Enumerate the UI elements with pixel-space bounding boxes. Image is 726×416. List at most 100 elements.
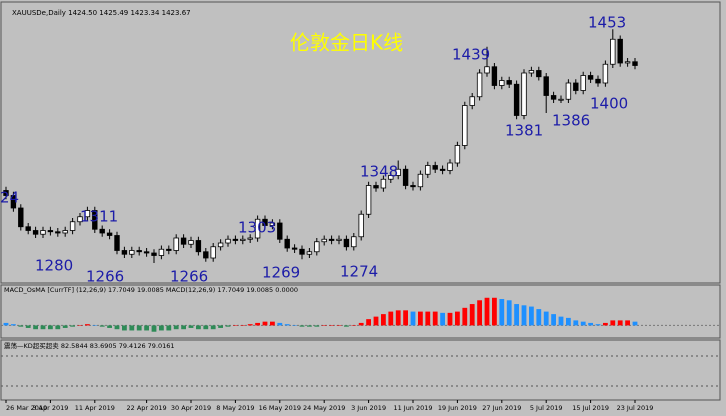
- macd-bar: [625, 320, 630, 326]
- macd-label: MACD_OsMA [CurrTF] (12,26,9) 17.7049 19.…: [4, 286, 298, 294]
- candle-body: [136, 250, 142, 253]
- macd-bar: [144, 325, 149, 331]
- chart-title: 伦敦金日K线: [290, 31, 403, 55]
- macd-bar: [381, 314, 386, 326]
- candle-body: [69, 221, 76, 231]
- macd-bar: [432, 311, 438, 326]
- candle-body: [188, 240, 194, 245]
- macd-bar: [255, 322, 260, 326]
- price-annotation: 1348: [360, 163, 398, 181]
- macd-bar: [418, 311, 423, 326]
- macd-bar: [225, 325, 231, 327]
- candle-body: [506, 80, 512, 85]
- macd-bar: [25, 325, 31, 328]
- candle-body: [151, 252, 157, 256]
- macd-bar: [62, 325, 68, 328]
- candle-body: [521, 72, 527, 116]
- price-annotation: 1386: [552, 112, 590, 130]
- candle-body: [55, 231, 61, 234]
- candle-body: [328, 238, 335, 241]
- candle-body: [314, 241, 320, 253]
- macd-bar: [107, 325, 112, 328]
- macd-bar: [492, 297, 497, 326]
- candle-body: [513, 83, 520, 116]
- candle-body: [18, 207, 24, 228]
- macd-bar: [329, 325, 334, 326]
- candle-body: [388, 175, 394, 180]
- candle-body: [269, 222, 276, 226]
- macd-bar: [181, 325, 186, 330]
- candle-body: [99, 228, 105, 234]
- price-annotation: 1266: [170, 268, 208, 286]
- macd-bar: [358, 322, 364, 326]
- candle-body: [121, 250, 128, 255]
- kd-label: 震荡—KD超买超卖 82.5844 83.6905 79.4126 79.016…: [4, 341, 175, 350]
- macd-bar: [77, 325, 83, 326]
- macd-panel: [0, 284, 721, 339]
- candle-body: [365, 185, 372, 215]
- macd-bar: [284, 324, 290, 326]
- macd-bar: [299, 325, 305, 327]
- candle-body: [106, 232, 113, 236]
- macd-bar: [521, 305, 527, 326]
- candle-body: [602, 63, 609, 84]
- candle-body: [143, 251, 150, 254]
- candle-body: [254, 218, 261, 239]
- price-annotation: 1303: [238, 219, 276, 237]
- macd-bar: [85, 324, 90, 326]
- macd-bar: [210, 325, 216, 330]
- macd-bar: [632, 321, 638, 326]
- macd-bar: [536, 309, 542, 326]
- macd-bar: [151, 325, 157, 332]
- macd-bar: [33, 325, 38, 330]
- candle-body: [580, 75, 586, 91]
- macd-bar: [159, 325, 164, 331]
- macd-bar: [529, 306, 534, 326]
- candle-body: [47, 230, 54, 233]
- main-panel: [0, 1, 721, 284]
- price-annotation: 1453: [588, 14, 626, 32]
- macd-bar: [11, 324, 16, 326]
- price-annotation: 1269: [262, 264, 300, 282]
- x-tick-label: 3 Jun 2019: [351, 404, 386, 412]
- candle-body: [129, 250, 135, 255]
- candle-body: [417, 173, 424, 188]
- candle-body: [484, 66, 490, 74]
- macd-bar: [233, 325, 238, 326]
- price-annotation: 24: [0, 189, 19, 207]
- candle-body: [203, 251, 209, 259]
- price-annotation: 1381: [505, 122, 543, 140]
- header: XAUUSDe,Daily 1424.50 1425.49 1423.34 14…: [12, 9, 191, 17]
- candle-body: [462, 105, 468, 146]
- x-tick-label: 11 Apr 2019: [75, 404, 115, 412]
- candle-body: [351, 236, 357, 248]
- macd-bar: [455, 311, 460, 326]
- candle-body: [10, 195, 17, 209]
- candle-body: [632, 61, 638, 66]
- candle-body: [624, 61, 631, 64]
- kd-panel: [0, 339, 721, 401]
- candle-body: [373, 185, 379, 189]
- candle-body: [114, 235, 120, 251]
- macd-bar: [580, 321, 586, 326]
- candle-body: [343, 238, 350, 248]
- macd-bar: [92, 325, 98, 326]
- candle-body: [3, 190, 9, 196]
- candle-body: [476, 72, 483, 98]
- candle-body: [291, 247, 298, 250]
- candle-body: [402, 168, 409, 186]
- candle-body: [565, 82, 572, 100]
- macd-bar: [410, 311, 416, 326]
- x-tick-label: 23 Jul 2019: [617, 404, 654, 412]
- candle-body: [447, 162, 453, 171]
- candle-body: [240, 238, 246, 241]
- macd-bar: [469, 304, 475, 326]
- candle-body: [358, 213, 364, 238]
- macd-bar: [573, 320, 579, 326]
- x-tick-label: 16 May 2019: [259, 404, 301, 412]
- x-tick-label: 3 Apr 2019: [32, 404, 68, 412]
- candle-body: [232, 238, 239, 241]
- macd-bar: [617, 320, 623, 326]
- macd-bar: [314, 325, 320, 327]
- candle-body: [180, 237, 187, 245]
